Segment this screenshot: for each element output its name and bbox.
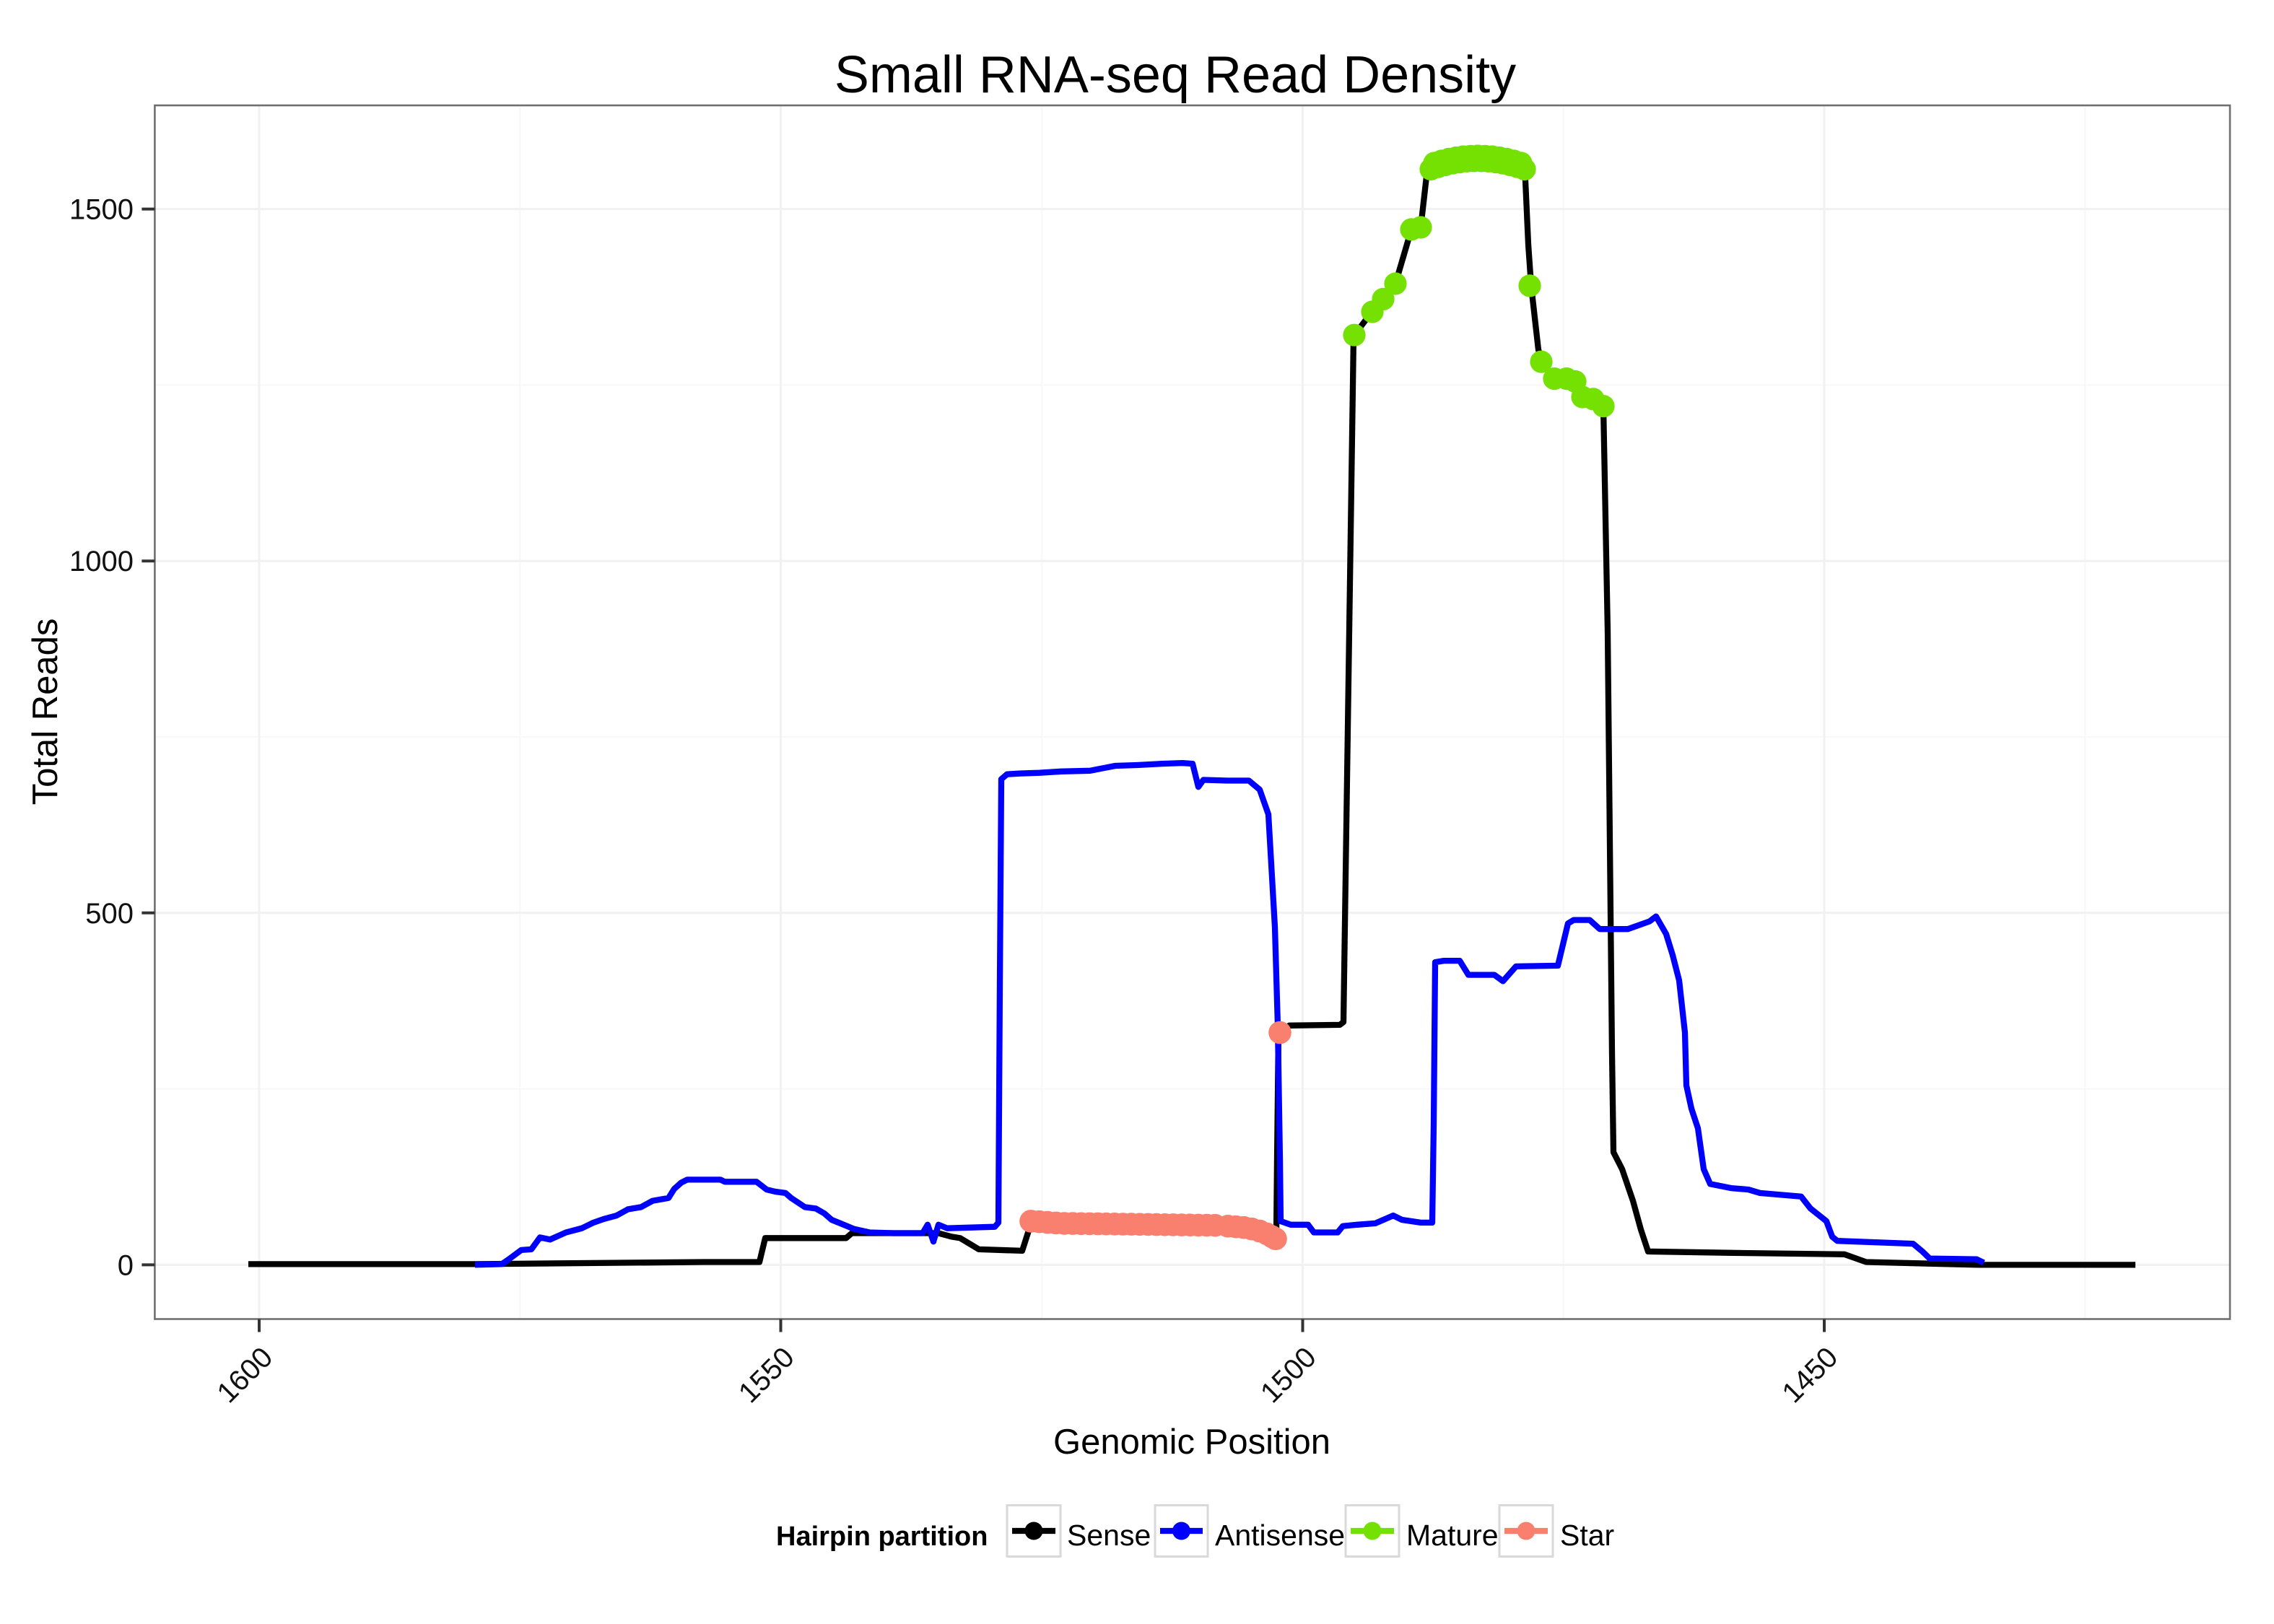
svg-text:Genomic Position: Genomic Position (1053, 1423, 1330, 1462)
svg-text:1000: 1000 (69, 546, 134, 577)
svg-text:1500: 1500 (69, 194, 134, 226)
svg-text:Mature: Mature (1406, 1519, 1499, 1552)
svg-text:Antisense: Antisense (1215, 1519, 1345, 1552)
svg-text:Total Reads: Total Reads (26, 619, 65, 806)
svg-text:Small RNA-seq Read Density: Small RNA-seq Read Density (835, 46, 1516, 104)
svg-text:Sense: Sense (1067, 1519, 1151, 1552)
svg-text:0: 0 (118, 1249, 134, 1281)
svg-text:Star: Star (1560, 1519, 1614, 1552)
svg-text:Hairpin partition: Hairpin partition (776, 1522, 988, 1552)
svg-text:500: 500 (85, 898, 134, 930)
